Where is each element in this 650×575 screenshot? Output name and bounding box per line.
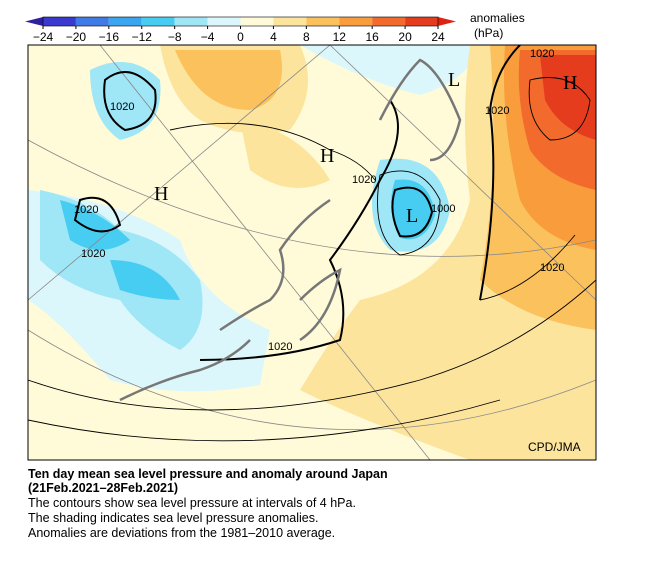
- colorbar-label: anomalies: [470, 11, 525, 25]
- colorbar-tick-label: 16: [365, 30, 379, 44]
- colorbar-tick-label: 4: [270, 30, 277, 44]
- caption-title: Ten day mean sea level pressure and anom…: [28, 467, 388, 481]
- colorbar-segment: [273, 17, 307, 26]
- low-center: L: [406, 205, 418, 227]
- high-center: H: [154, 183, 168, 205]
- high-center: H: [320, 145, 334, 167]
- low-center: L: [448, 69, 460, 91]
- contour-label: 1020: [74, 204, 98, 216]
- colorbar-segment: [141, 17, 175, 26]
- contour-label: 1020: [110, 101, 134, 113]
- colorbar-tick-label: −12: [132, 30, 153, 44]
- map-frame: [27, 44, 597, 461]
- contour-label: 1020: [81, 248, 105, 260]
- contour-label: 1020: [540, 262, 564, 274]
- colorbar-segment: [339, 17, 373, 26]
- colorbar-segment: [43, 17, 76, 26]
- colorbar-end: [25, 17, 43, 26]
- colorbar-segment: [75, 17, 109, 26]
- high-center: H: [563, 72, 577, 94]
- contour-label: 1020: [352, 174, 376, 186]
- colorbar-segment: [372, 17, 406, 26]
- caption-line: Anomalies are deviations from the 1981–2…: [28, 526, 335, 540]
- colorbar-segment: [174, 17, 208, 26]
- colorbar-tick-label: −24: [33, 30, 54, 44]
- colorbar-tick-label: −8: [168, 30, 182, 44]
- colorbar-tick-label: 20: [398, 30, 412, 44]
- caption-line: The contours show sea level pressure at …: [28, 496, 356, 510]
- colorbar-tick-label: −4: [201, 30, 215, 44]
- contour-label: 1020: [530, 48, 554, 60]
- contour-label: 1020: [268, 341, 292, 353]
- map: 1020 1020 1020 1020 1020 1020 1020 1020 …: [28, 45, 596, 460]
- colorbar-segment: [306, 17, 340, 26]
- colorbar-unit: (hPa): [474, 26, 503, 40]
- credit: CPD/JMA: [528, 440, 581, 454]
- colorbar-segment: [240, 17, 274, 26]
- contour-label: 1020: [485, 105, 509, 117]
- caption-period: (21Feb.2021–28Feb.2021): [28, 481, 178, 495]
- colorbar-segment: [108, 17, 142, 26]
- colorbar-tick-label: 24: [431, 30, 445, 44]
- colorbar: −24 −20 −16 −12 −8 −4 0 4 8 12 16 20 24: [25, 16, 456, 44]
- colorbar-tick-label: 8: [303, 30, 310, 44]
- caption-line: The shading indicates sea level pressure…: [28, 511, 318, 525]
- colorbar-tick-label: 0: [237, 30, 244, 44]
- colorbar-tick-label: 12: [333, 30, 347, 44]
- colorbar-segment: [405, 17, 438, 26]
- colorbar-end: [438, 17, 456, 26]
- contour-label: 1000: [431, 203, 455, 215]
- colorbar-segment: [207, 17, 241, 26]
- colorbar-tick-label: −16: [99, 30, 120, 44]
- colorbar-tick-label: −20: [66, 30, 87, 44]
